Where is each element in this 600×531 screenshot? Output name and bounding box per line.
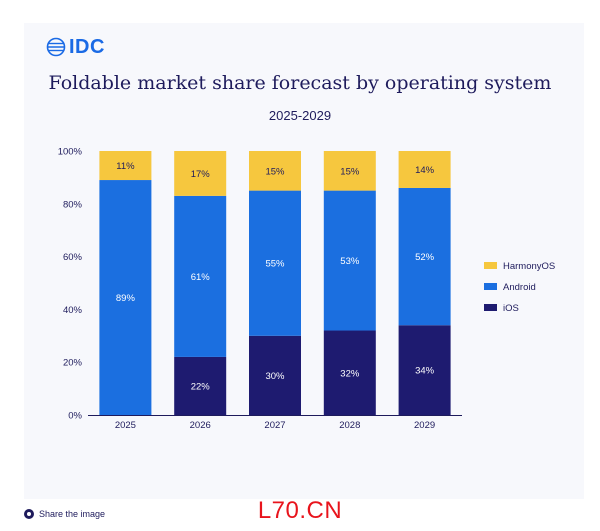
- data-label-ios-2028: 32%: [340, 368, 360, 379]
- globe-icon: [46, 37, 66, 57]
- data-label-harmonyos-2028: 15%: [340, 166, 360, 177]
- bar-harmonyos-2026: [174, 151, 227, 196]
- share-icon: [24, 509, 34, 519]
- data-label-android-2027: 55%: [265, 259, 285, 270]
- bar-ios-2027: [249, 335, 301, 415]
- x-tick-label: 2028: [339, 420, 360, 431]
- bar-android-2027: [249, 190, 301, 336]
- data-label-ios-2029: 34%: [415, 366, 435, 377]
- bar-ios-2028: [323, 330, 376, 415]
- legend-label-android: Android: [503, 282, 536, 293]
- legend-swatch-android: [484, 283, 497, 290]
- watermark: L70.CN: [257, 497, 343, 524]
- y-tick-label: 60%: [63, 252, 83, 263]
- data-label-android-2025: 89%: [116, 293, 136, 304]
- bar-ios-2029: [398, 325, 451, 415]
- legend-swatch-ios: [484, 304, 497, 311]
- data-label-harmonyos-2026: 17%: [191, 169, 211, 180]
- y-tick-label: 20%: [63, 358, 83, 369]
- y-tick-label: 80%: [63, 199, 83, 210]
- x-tick-label: 2029: [414, 420, 435, 431]
- bar-android-2026: [174, 195, 227, 357]
- legend-label-harmonyos: HarmonyOS: [503, 261, 555, 272]
- legend-swatch-harmonyos: [484, 262, 497, 269]
- share-label: Share the image: [39, 509, 106, 519]
- data-label-harmonyos-2027: 15%: [265, 166, 285, 177]
- bar-harmonyos-2025: [99, 151, 152, 181]
- bar-harmonyos-2028: [323, 151, 376, 191]
- y-tick-label: 0%: [68, 411, 82, 422]
- bar-android-2029: [398, 187, 451, 326]
- data-label-android-2029: 52%: [415, 252, 435, 263]
- data-label-harmonyos-2025: 11%: [116, 161, 135, 172]
- idc-logo: IDC: [46, 36, 105, 58]
- data-label-ios-2026: 22%: [191, 381, 211, 392]
- bar-ios-2026: [174, 356, 227, 415]
- x-tick-label: 2025: [115, 420, 136, 431]
- share-image-button[interactable]: Share the image: [24, 509, 105, 519]
- x-tick-label: 2027: [264, 420, 285, 431]
- chart-title: Foldable market share forecast by operat…: [48, 72, 552, 94]
- y-tick-label: 100%: [58, 147, 83, 158]
- y-tick-label: 40%: [63, 305, 83, 316]
- data-label-ios-2027: 30%: [265, 371, 285, 382]
- chart-subtitle: 2025-2029: [268, 108, 332, 123]
- x-tick-label: 2026: [190, 420, 211, 431]
- bar-android-2025: [99, 180, 152, 415]
- data-label-android-2026: 61%: [191, 272, 211, 283]
- bar-android-2028: [323, 190, 376, 331]
- legend-label-ios: iOS: [503, 303, 519, 314]
- logo-text: IDC: [69, 35, 105, 58]
- bar-harmonyos-2027: [249, 151, 301, 191]
- data-label-android-2028: 53%: [340, 256, 360, 267]
- data-label-harmonyos-2029: 14%: [415, 165, 435, 176]
- bar-harmonyos-2029: [398, 151, 451, 188]
